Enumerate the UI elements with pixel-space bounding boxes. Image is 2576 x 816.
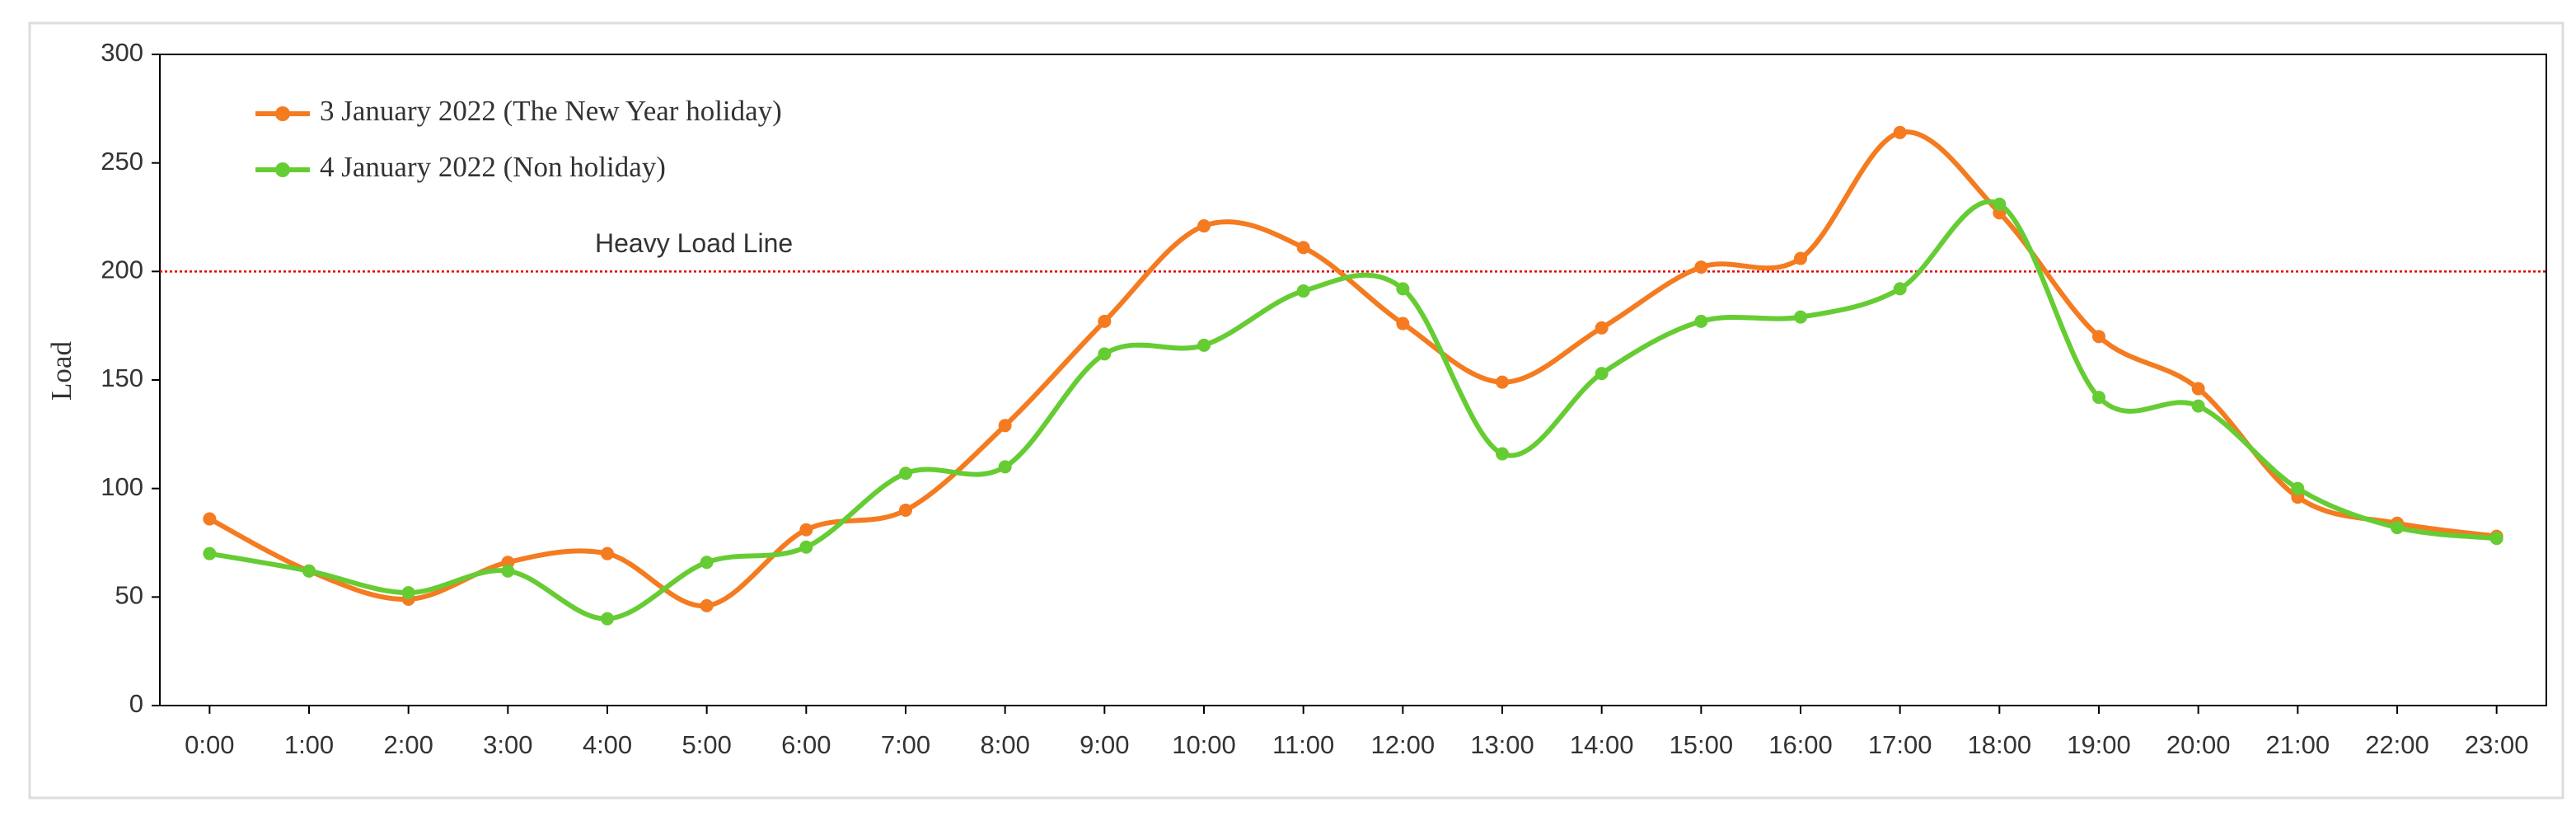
data-point <box>2092 330 2105 344</box>
data-point <box>601 546 614 560</box>
data-point <box>1794 251 1807 265</box>
data-point <box>2391 521 2404 535</box>
data-point <box>799 540 813 554</box>
series-line <box>208 129 2498 608</box>
reference-line-label: Heavy Load Line <box>595 228 793 258</box>
data-point <box>1694 260 1708 274</box>
x-tick-label: 3:00 <box>483 730 532 759</box>
data-point <box>1296 241 1310 255</box>
data-point <box>1396 282 1410 296</box>
legend-marker <box>275 162 290 177</box>
data-point <box>203 512 217 526</box>
y-tick-label: 150 <box>101 363 143 392</box>
data-point <box>998 460 1012 474</box>
data-point <box>203 546 217 560</box>
data-point <box>501 564 515 578</box>
y-tick-label: 250 <box>101 147 143 176</box>
data-point <box>1496 375 1509 389</box>
data-point <box>700 556 714 570</box>
x-tick-label: 8:00 <box>980 730 1029 759</box>
data-point <box>1893 125 1907 139</box>
data-point <box>799 523 813 537</box>
legend-label: 3 January 2022 (The New Year holiday) <box>320 95 782 127</box>
x-tick-label: 1:00 <box>284 730 334 759</box>
data-point <box>1993 197 2007 211</box>
data-point <box>1197 219 1211 233</box>
x-tick-label: 23:00 <box>2465 730 2529 759</box>
x-tick-label: 19:00 <box>2067 730 2131 759</box>
x-tick-label: 21:00 <box>2266 730 2330 759</box>
x-tick-label: 14:00 <box>1570 730 1634 759</box>
legend-marker <box>275 106 290 121</box>
data-point <box>1794 310 1807 324</box>
data-point <box>601 612 614 626</box>
x-tick-label: 15:00 <box>1670 730 1734 759</box>
x-tick-label: 12:00 <box>1371 730 1436 759</box>
x-tick-label: 2:00 <box>383 730 433 759</box>
x-tick-label: 18:00 <box>1968 730 2032 759</box>
series-line <box>208 199 2497 621</box>
data-point <box>1098 347 1112 361</box>
y-axis-label: Load <box>45 341 77 401</box>
x-tick-label: 4:00 <box>583 730 632 759</box>
x-tick-label: 6:00 <box>781 730 831 759</box>
data-point <box>700 598 714 612</box>
data-point <box>1296 284 1310 298</box>
x-tick-label: 7:00 <box>881 730 930 759</box>
data-point <box>1496 447 1509 461</box>
data-point <box>1197 338 1211 352</box>
data-point <box>2291 481 2305 495</box>
x-tick-label: 0:00 <box>185 730 234 759</box>
x-tick-label: 9:00 <box>1080 730 1129 759</box>
legend-label: 4 January 2022 (Non holiday) <box>320 151 666 183</box>
x-tick-label: 10:00 <box>1172 730 1236 759</box>
data-point <box>899 504 912 517</box>
data-point <box>1694 314 1708 328</box>
data-point <box>899 467 912 481</box>
x-tick-label: 17:00 <box>1868 730 1932 759</box>
data-point <box>1098 314 1112 328</box>
data-point <box>2092 391 2105 405</box>
y-tick-label: 50 <box>115 581 143 610</box>
x-tick-label: 20:00 <box>2166 730 2231 759</box>
data-point <box>401 586 415 600</box>
y-tick-label: 300 <box>101 38 143 67</box>
data-point <box>302 564 316 578</box>
data-point <box>1396 317 1410 331</box>
data-point <box>1893 282 1907 296</box>
x-tick-label: 22:00 <box>2365 730 2429 759</box>
frame <box>28 21 2564 800</box>
data-point <box>1595 321 1609 335</box>
x-tick-label: 16:00 <box>1768 730 1833 759</box>
y-tick-label: 0 <box>129 689 143 718</box>
x-tick-label: 5:00 <box>681 730 731 759</box>
y-tick-label: 100 <box>101 472 143 501</box>
x-tick-label: 13:00 <box>1470 730 1534 759</box>
data-point <box>2191 399 2205 413</box>
data-point <box>2191 382 2205 396</box>
data-point <box>2489 532 2503 546</box>
x-tick-label: 11:00 <box>1272 730 1334 759</box>
y-tick-label: 200 <box>101 256 143 284</box>
data-point <box>1595 367 1609 381</box>
data-point <box>998 419 1012 433</box>
